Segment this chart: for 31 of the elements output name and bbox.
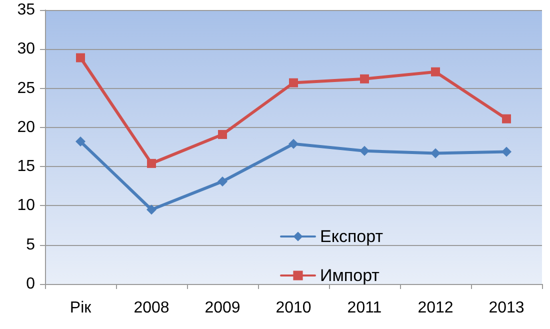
x-tick-label: Рік	[70, 300, 92, 316]
y-tick-label: 30	[17, 40, 36, 58]
point	[218, 176, 228, 186]
point	[502, 114, 511, 124]
y-tick-label: 10	[17, 197, 36, 214]
y-tick-label: 5	[26, 236, 36, 254]
y-tick-label: 35	[17, 2, 36, 18]
x-tick-label: 2008	[134, 300, 170, 316]
y-tick-label: 20	[17, 118, 36, 136]
x-tick-label: 2010	[276, 300, 312, 316]
x-tick-label: 2012	[418, 300, 454, 316]
point	[147, 158, 156, 168]
point	[289, 78, 298, 88]
x-tick-label: 2013	[488, 300, 524, 316]
y-tick-label: 25	[17, 80, 36, 97]
x-tick-label: 2011	[347, 300, 382, 316]
legend-label: Импорт	[320, 266, 380, 285]
point	[431, 67, 440, 76]
point	[430, 148, 440, 158]
point	[76, 53, 85, 62]
y-tick-label: 0	[26, 276, 36, 292]
legend-label: Експорт	[320, 227, 384, 246]
point	[360, 146, 370, 156]
x-tick-label: 2009	[204, 300, 240, 316]
point	[502, 146, 512, 157]
point	[146, 204, 156, 215]
point	[288, 138, 298, 149]
point	[76, 136, 86, 147]
y-tick-label: 15	[17, 158, 36, 176]
point	[360, 74, 369, 84]
point	[218, 130, 227, 139]
